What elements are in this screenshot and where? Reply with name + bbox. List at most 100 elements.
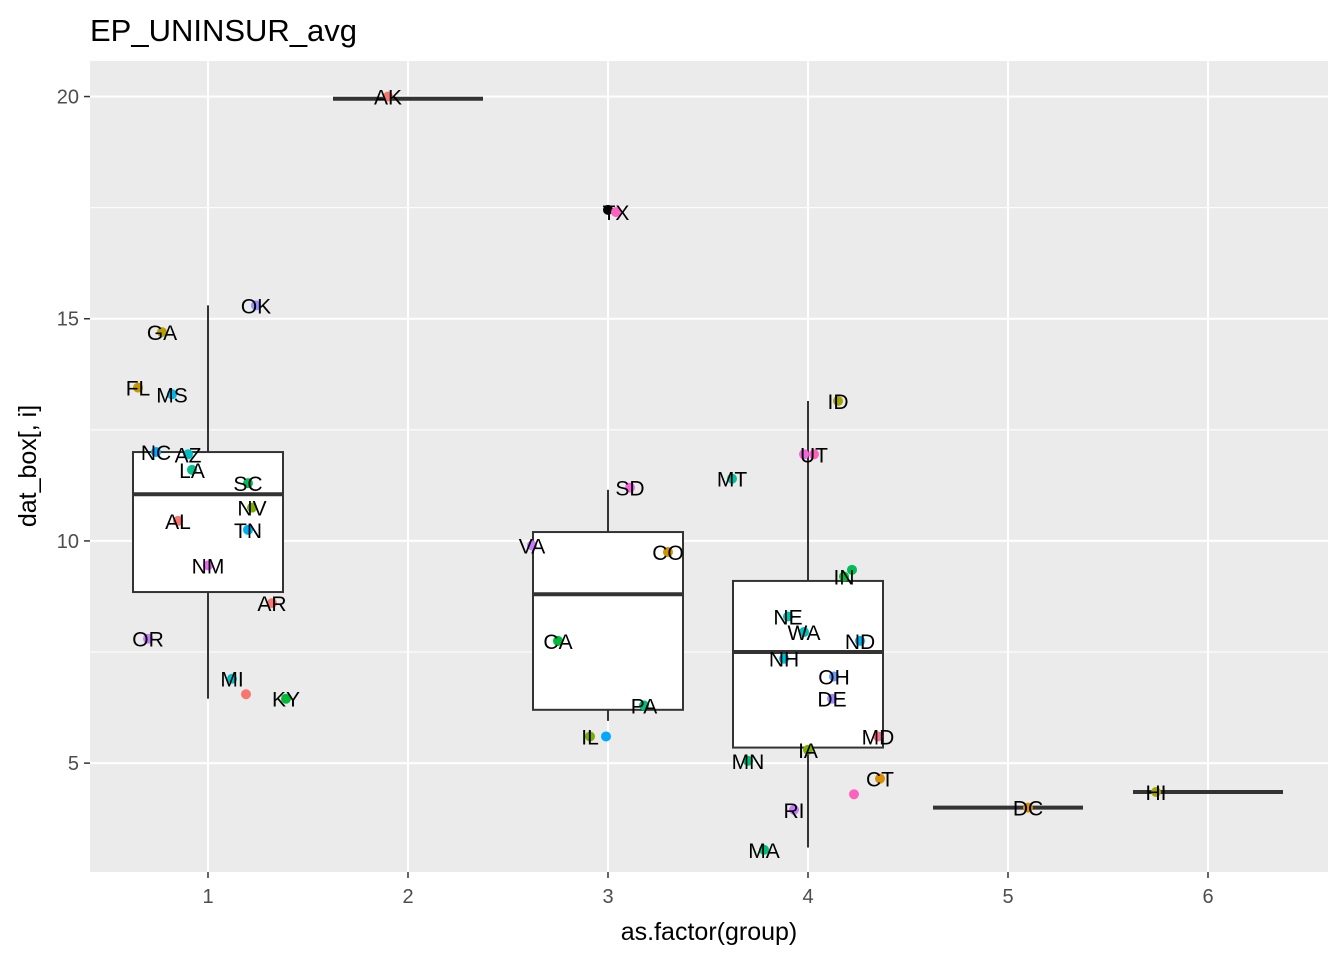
point-label-ct: CT — [866, 769, 894, 792]
point-ar — [267, 598, 277, 609]
point-label-wa: WA — [787, 622, 820, 645]
point-co — [663, 547, 673, 558]
point-label-sc: SC — [233, 473, 262, 496]
point-nv — [247, 502, 257, 513]
box-3 — [532, 531, 684, 711]
point-ne — [783, 611, 793, 622]
x-tick-label: 4 — [802, 886, 813, 908]
point-label-dc: DC — [1013, 798, 1043, 821]
point-ri — [789, 804, 799, 815]
point-label-ut: UT — [800, 444, 828, 467]
point-ak — [383, 91, 393, 102]
point-label-mt: MT — [717, 469, 747, 492]
point-nh — [779, 653, 789, 664]
point-label-md: MD — [862, 726, 895, 749]
point-label-mn: MN — [732, 751, 765, 774]
point-nd — [855, 635, 865, 646]
point-label-nd: ND — [845, 631, 875, 654]
point-ga — [157, 327, 167, 338]
point-label-az: AZ — [175, 444, 202, 467]
point-de — [827, 693, 837, 704]
x-tick-label: 2 — [402, 886, 413, 908]
point-label-nc: NC — [141, 442, 171, 465]
point-mn — [743, 755, 753, 766]
point-wa — [799, 627, 809, 638]
point-label-tn: TN — [234, 520, 262, 543]
point-label-va: VA — [519, 535, 545, 558]
point-pa — [639, 700, 649, 711]
point-unlabeled — [799, 449, 809, 460]
point-ma — [759, 844, 769, 855]
point-fl — [133, 382, 143, 393]
point-unlabeled — [241, 689, 251, 700]
point-ct — [875, 773, 885, 784]
point-label-nv: NV — [237, 498, 266, 521]
point-label-co: CO — [652, 542, 684, 565]
point-label-ri: RI — [784, 800, 805, 823]
point-mt — [727, 473, 737, 484]
point-label-ky: KY — [272, 689, 300, 712]
box-4 — [732, 579, 884, 749]
point-label-al: AL — [165, 511, 191, 534]
point-al — [173, 515, 183, 526]
point-label-ia: IA — [798, 740, 818, 763]
y-tick-label: 5 — [68, 753, 79, 775]
point-hi — [1151, 787, 1161, 798]
point-label-ar: AR — [257, 593, 286, 616]
point-label-ca: CA — [543, 631, 572, 654]
y-tick-label: 15 — [57, 309, 79, 331]
point-in — [839, 571, 849, 582]
point-tn — [243, 524, 253, 535]
x-tick-label: 6 — [1202, 886, 1213, 908]
point-label-fl: FL — [126, 378, 151, 401]
point-label-ma: MA — [748, 840, 780, 863]
plot-panel — [90, 61, 1328, 872]
point-label-ga: GA — [147, 322, 177, 345]
point-label-or: OR — [132, 629, 164, 652]
data-points — [133, 91, 1161, 855]
point-nc — [151, 447, 161, 458]
point-az — [183, 449, 193, 460]
point-la — [187, 464, 197, 475]
point-ia — [803, 744, 813, 755]
point-label-la: LA — [179, 460, 205, 483]
point-unlabeled — [847, 564, 857, 575]
point-or — [143, 633, 153, 644]
point-label-il: IL — [581, 726, 599, 749]
point-ok — [251, 300, 261, 311]
point-label-ms: MS — [156, 384, 188, 407]
point-tx — [611, 207, 621, 218]
point-sd — [625, 482, 635, 493]
point-ca — [553, 635, 563, 646]
x-axis-ticks: 1 2 3 4 5 6 — [202, 872, 1214, 908]
point-label-oh: OH — [818, 666, 850, 689]
y-tick-label: 20 — [57, 87, 79, 109]
point-label-sd: SD — [615, 478, 644, 501]
point-label-ok: OK — [241, 295, 271, 318]
point-md — [873, 731, 883, 742]
point-va — [527, 540, 537, 551]
point-ky — [281, 693, 291, 704]
point-label-nm: NM — [192, 555, 225, 578]
point-label-mi: MI — [220, 669, 243, 692]
point-unlabeled — [601, 731, 611, 742]
x-tick-label: 5 — [1002, 886, 1013, 908]
point-label-nh: NH — [769, 649, 799, 672]
point-label-id: ID — [828, 391, 849, 414]
point-nm — [203, 560, 213, 571]
y-tick-label: 10 — [57, 531, 79, 553]
point-oh — [829, 671, 839, 682]
point-label-hi: HI — [1146, 782, 1167, 805]
x-tick-label: 3 — [602, 886, 613, 908]
x-axis-title: as.factor(group) — [621, 918, 797, 946]
point-label-tx: TX — [603, 202, 630, 225]
chart-title: EP_UNINSUR_avg — [90, 13, 357, 48]
point-ms — [167, 389, 177, 400]
y-axis-ticks: 5 10 15 20 — [57, 87, 90, 775]
point-label-ak: AK — [374, 87, 402, 110]
point-il — [585, 731, 595, 742]
x-tick-label: 1 — [202, 886, 213, 908]
point-label-pa: PA — [631, 695, 657, 718]
